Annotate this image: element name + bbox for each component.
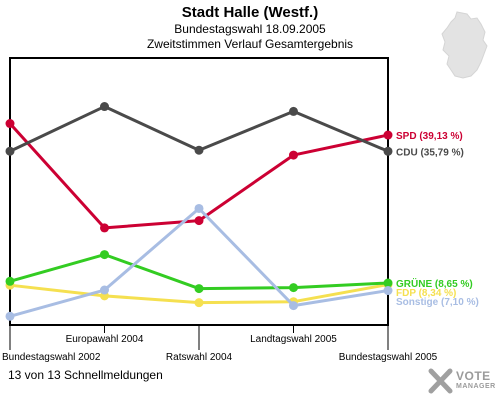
chart-title: Stadt Halle (Westf.)	[181, 4, 319, 21]
x-tick-label: Bundestagswahl 2002	[2, 352, 101, 363]
x-tick-label: Ratswahl 2004	[166, 352, 233, 363]
data-point	[383, 130, 393, 140]
election-subtitle: Bundestagswahl 18.09.2005	[174, 22, 326, 36]
x-tick-label: Landtagswahl 2005	[250, 334, 337, 345]
x-tick-label: Bundestagswahl 2005	[339, 352, 438, 363]
data-point	[100, 223, 109, 233]
logo-text-vote: VOTE	[456, 369, 491, 383]
data-point	[289, 301, 298, 311]
data-point	[5, 146, 15, 156]
series-label: SPD (39,13 %)	[396, 131, 463, 142]
data-point	[100, 102, 109, 112]
ballot-cross-icon	[428, 368, 453, 394]
data-point	[289, 106, 298, 116]
data-point	[194, 216, 204, 226]
data-point	[194, 298, 204, 308]
series-label: Sonstige (7,10 %)	[396, 297, 479, 308]
x-tick-label: Europawahl 2004	[66, 334, 144, 345]
data-point	[383, 146, 393, 156]
series-label: FDP (8,34 %)	[396, 288, 456, 299]
data-point	[194, 203, 204, 213]
data-point	[194, 145, 204, 155]
vote-manager-logo: VOTE MANAGER	[428, 366, 498, 396]
data-point	[289, 150, 298, 160]
data-point	[100, 285, 109, 295]
data-point	[289, 283, 298, 293]
data-point	[194, 284, 204, 294]
report-status: 13 von 13 Schnellmeldungen	[8, 368, 163, 382]
series-label: GRÜNE (8,65 %)	[396, 277, 473, 290]
data-point	[383, 278, 393, 288]
series-label: CDU (35,79 %)	[396, 147, 464, 158]
logo-text-manager: MANAGER	[456, 383, 496, 390]
chart-subtitle: Zweitstimmen Verlauf Gesamtergebnis	[146, 37, 354, 51]
germany-map-icon	[441, 11, 488, 79]
data-point	[383, 286, 393, 296]
data-point	[5, 276, 15, 286]
data-point	[100, 250, 109, 260]
data-point	[5, 311, 15, 321]
data-point	[5, 119, 15, 129]
chart-header: Stadt Halle (Westf.) Bundestagswahl 18.0…	[0, 4, 500, 52]
